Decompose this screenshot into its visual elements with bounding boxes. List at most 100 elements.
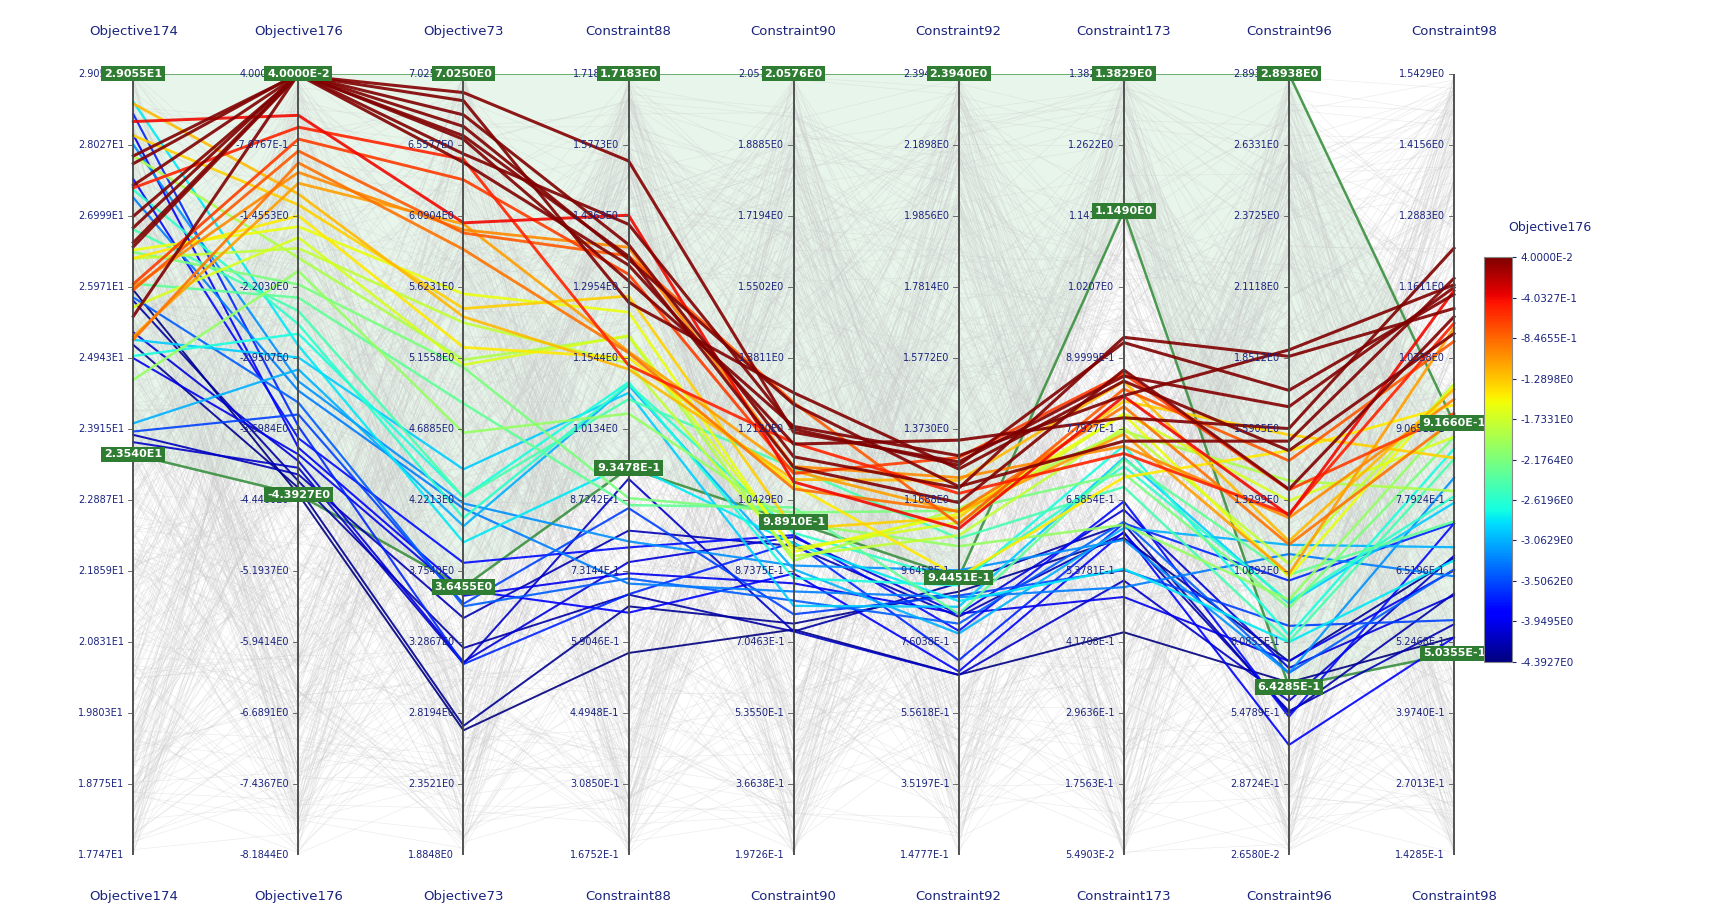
- Text: Constraint96: Constraint96: [1246, 890, 1332, 902]
- Text: 5.3781E-1: 5.3781E-1: [1066, 565, 1115, 575]
- Text: 5.0355E-1: 5.0355E-1: [1423, 649, 1484, 658]
- Text: 1.4285E-1: 1.4285E-1: [1395, 850, 1445, 859]
- Text: 4.6885E0: 4.6885E0: [408, 424, 455, 434]
- Text: 3.5197E-1: 3.5197E-1: [899, 778, 949, 789]
- Text: 6.4285E-1: 6.4285E-1: [1258, 682, 1320, 692]
- Text: 1.7183E0: 1.7183E0: [573, 69, 619, 78]
- Text: 2.8027E1: 2.8027E1: [77, 140, 124, 150]
- Text: 1.0692E0: 1.0692E0: [1234, 565, 1280, 575]
- Text: Objective73: Objective73: [424, 890, 505, 902]
- Text: 1.5772E0: 1.5772E0: [903, 353, 949, 363]
- Text: 6.0904E0: 6.0904E0: [408, 210, 455, 221]
- Text: Constraint90: Constraint90: [750, 26, 837, 39]
- Text: 2.8194E0: 2.8194E0: [408, 708, 455, 718]
- Text: 1.7563E-1: 1.7563E-1: [1066, 778, 1115, 789]
- Text: 2.8938E0: 2.8938E0: [1234, 69, 1280, 78]
- Text: 1.4156E0: 1.4156E0: [1399, 140, 1445, 150]
- Text: 1.4363E0: 1.4363E0: [573, 210, 619, 221]
- Text: 3.2867E0: 3.2867E0: [408, 637, 455, 647]
- Text: 1.3811E0: 1.3811E0: [738, 353, 784, 363]
- Text: 5.5618E-1: 5.5618E-1: [899, 708, 949, 718]
- Text: 2.3540E1: 2.3540E1: [105, 449, 163, 460]
- Text: -1.4553E0: -1.4553E0: [240, 210, 290, 221]
- Polygon shape: [134, 74, 1453, 686]
- Text: 9.6458E-1: 9.6458E-1: [899, 565, 949, 575]
- Text: -7.4367E0: -7.4367E0: [240, 778, 290, 789]
- Text: 7.0463E-1: 7.0463E-1: [734, 637, 784, 647]
- Text: 8.0855E-1: 8.0855E-1: [1230, 637, 1280, 647]
- Text: Objective176: Objective176: [1508, 221, 1591, 234]
- Text: 1.0207E0: 1.0207E0: [1069, 281, 1115, 291]
- Text: Constraint92: Constraint92: [916, 890, 1002, 902]
- Text: 1.8848E0: 1.8848E0: [408, 850, 455, 859]
- Text: Constraint173: Constraint173: [1076, 26, 1170, 39]
- Text: 1.0134E0: 1.0134E0: [573, 424, 619, 434]
- Text: 1.1688E0: 1.1688E0: [904, 494, 949, 505]
- Text: 2.4943E1: 2.4943E1: [79, 353, 124, 363]
- Text: 2.3940E0: 2.3940E0: [904, 69, 949, 78]
- Text: 2.2887E1: 2.2887E1: [77, 494, 124, 505]
- Text: 9.8910E-1: 9.8910E-1: [762, 517, 825, 528]
- Text: 1.7183E0: 1.7183E0: [599, 69, 657, 78]
- Text: 4.0000E-2: 4.0000E-2: [240, 69, 290, 78]
- Text: 4.2213E0: 4.2213E0: [408, 494, 455, 505]
- Text: 1.8885E0: 1.8885E0: [738, 140, 784, 150]
- Text: 3.9740E-1: 3.9740E-1: [1395, 708, 1445, 718]
- Text: 1.3829E0: 1.3829E0: [1095, 69, 1153, 78]
- Text: 7.0250E0: 7.0250E0: [434, 69, 492, 78]
- Text: 2.0576E0: 2.0576E0: [738, 69, 784, 78]
- Text: Constraint98: Constraint98: [1411, 26, 1496, 39]
- Text: -5.1937E0: -5.1937E0: [240, 565, 290, 575]
- Text: 1.0338E0: 1.0338E0: [1399, 353, 1445, 363]
- Text: 9.1660E-1: 9.1660E-1: [1423, 418, 1486, 428]
- Text: 1.0429E0: 1.0429E0: [738, 494, 784, 505]
- Text: 7.3144E-1: 7.3144E-1: [570, 565, 619, 575]
- Text: 6.5854E-1: 6.5854E-1: [1066, 494, 1115, 505]
- Text: -4.4460E0: -4.4460E0: [240, 494, 290, 505]
- Text: 3.0850E-1: 3.0850E-1: [570, 778, 619, 789]
- Text: 2.1898E0: 2.1898E0: [904, 140, 949, 150]
- Text: 1.5905E0: 1.5905E0: [1234, 424, 1280, 434]
- Text: 1.7814E0: 1.7814E0: [904, 281, 949, 291]
- Text: 2.3521E0: 2.3521E0: [408, 778, 455, 789]
- Text: 4.0000E-2: 4.0000E-2: [268, 69, 329, 78]
- Text: -7.0767E-1: -7.0767E-1: [235, 140, 290, 150]
- Text: 1.3730E0: 1.3730E0: [904, 424, 949, 434]
- Text: 2.5971E1: 2.5971E1: [77, 281, 124, 291]
- Text: 1.8512E0: 1.8512E0: [1234, 353, 1280, 363]
- Text: 5.4789E-1: 5.4789E-1: [1230, 708, 1280, 718]
- Text: 2.9055E1: 2.9055E1: [77, 69, 124, 78]
- Text: 9.4451E-1: 9.4451E-1: [927, 573, 990, 583]
- Text: 2.8938E0: 2.8938E0: [1260, 69, 1318, 78]
- Text: Constraint98: Constraint98: [1411, 890, 1496, 902]
- Text: 3.6638E-1: 3.6638E-1: [734, 778, 784, 789]
- Text: 8.9999E-1: 8.9999E-1: [1066, 353, 1115, 363]
- Text: 5.9046E-1: 5.9046E-1: [570, 637, 619, 647]
- Text: 8.7375E-1: 8.7375E-1: [734, 565, 784, 575]
- Text: 2.6999E1: 2.6999E1: [79, 210, 124, 221]
- Text: Constraint90: Constraint90: [750, 890, 837, 902]
- Text: Objective176: Objective176: [254, 26, 343, 39]
- Text: -2.9507E0: -2.9507E0: [240, 353, 290, 363]
- Text: -3.6984E0: -3.6984E0: [240, 424, 290, 434]
- Text: 2.3940E0: 2.3940E0: [930, 69, 988, 78]
- Text: 1.2883E0: 1.2883E0: [1399, 210, 1445, 221]
- Text: Constraint92: Constraint92: [916, 26, 1002, 39]
- Text: -4.3927E0: -4.3927E0: [268, 490, 329, 500]
- Text: 2.6331E0: 2.6331E0: [1234, 140, 1280, 150]
- Text: 1.1544E0: 1.1544E0: [573, 353, 619, 363]
- Text: 2.9055E1: 2.9055E1: [105, 69, 163, 78]
- Text: 9.3478E-1: 9.3478E-1: [597, 463, 661, 473]
- Text: 1.4777E-1: 1.4777E-1: [899, 850, 949, 859]
- Text: 9.0651E-1: 9.0651E-1: [1395, 424, 1445, 434]
- Text: 1.7194E0: 1.7194E0: [738, 210, 784, 221]
- Text: 1.3299E0: 1.3299E0: [1234, 494, 1280, 505]
- Text: 4.1708E-1: 4.1708E-1: [1066, 637, 1115, 647]
- Text: 2.0831E1: 2.0831E1: [79, 637, 124, 647]
- Text: 2.6580E-2: 2.6580E-2: [1230, 850, 1280, 859]
- Text: 1.1414E0: 1.1414E0: [1069, 210, 1115, 221]
- Text: Constraint96: Constraint96: [1246, 26, 1332, 39]
- Text: 5.3550E-1: 5.3550E-1: [734, 708, 784, 718]
- Text: 1.8775E1: 1.8775E1: [77, 778, 124, 789]
- Text: 5.6231E0: 5.6231E0: [408, 281, 455, 291]
